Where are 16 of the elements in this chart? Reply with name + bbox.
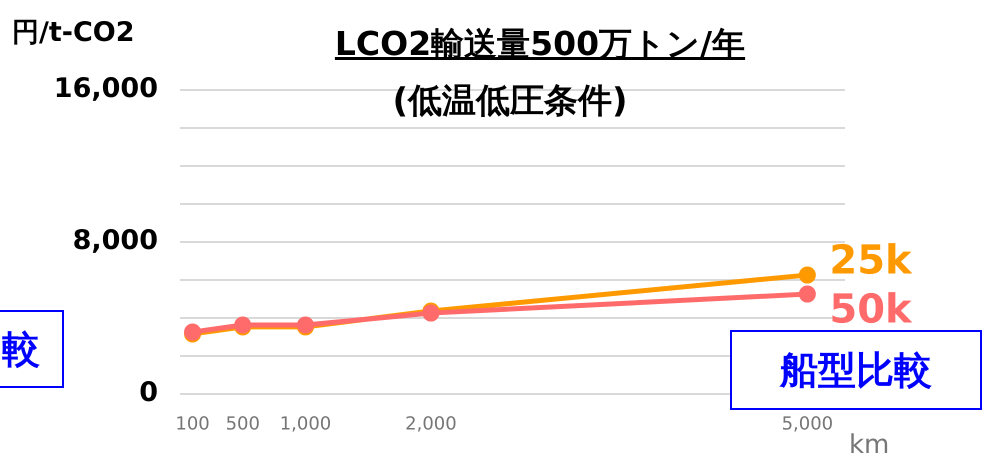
chart-title: LCO2輸送量500万トン/年 xyxy=(334,23,746,65)
x-axis-title: km xyxy=(849,430,890,460)
x-tick-label: 2,000 xyxy=(405,413,457,434)
y-tick-label: 0 xyxy=(139,377,158,408)
chart-subtitle: (低温低圧条件) xyxy=(392,80,628,123)
series-label: 25k xyxy=(829,237,914,284)
x-tick-label: 500 xyxy=(226,413,260,434)
annotation: 船型比較 xyxy=(780,348,932,392)
y-axis-title: 円/t-CO2 xyxy=(12,16,135,50)
x-tick-label: 100 xyxy=(175,413,210,434)
series-label: 50k xyxy=(829,286,914,332)
y-tick-label: 8,000 xyxy=(72,225,158,256)
x-tick-label: 5,000 xyxy=(782,413,834,434)
text: 較 xyxy=(0,310,64,388)
x-tick-label: 1,000 xyxy=(280,413,332,434)
y-tick-label: 16,000 xyxy=(54,73,158,104)
